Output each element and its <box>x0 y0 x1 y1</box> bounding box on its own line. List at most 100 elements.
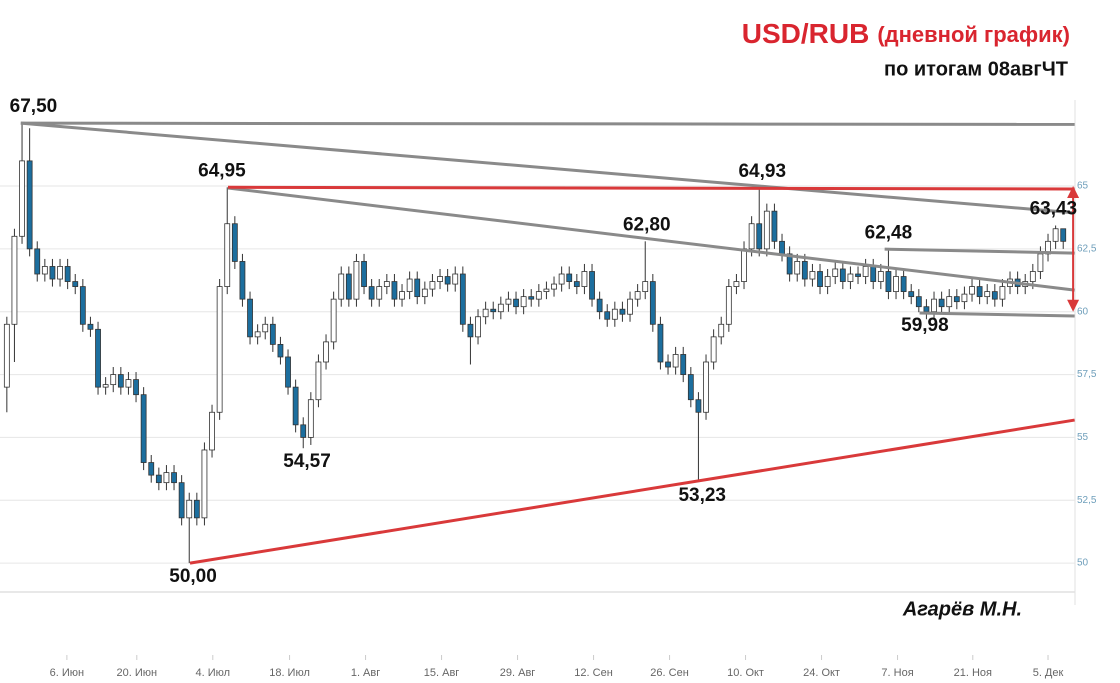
annotation: 54,57 <box>283 451 331 472</box>
candle-body <box>505 298 512 305</box>
author: Агарёв М.Н. <box>902 598 1022 620</box>
candle-body <box>323 341 329 363</box>
candle-body <box>801 261 808 280</box>
title-note: (дневной график) <box>877 22 1070 47</box>
y-tick-label: 62,5 <box>1077 244 1097 255</box>
candle-body <box>201 449 208 519</box>
candle-body <box>938 298 945 308</box>
candle-body <box>186 499 193 519</box>
candle-body <box>657 323 664 363</box>
candle-body <box>513 298 519 308</box>
candle-body <box>155 474 162 484</box>
x-tick-label: 10. Окт <box>727 667 764 679</box>
candle-body <box>444 276 451 285</box>
x-tick-label: 18. Июл <box>269 667 310 679</box>
annotation: 67,50 <box>10 96 58 117</box>
candle-body <box>254 331 261 338</box>
candle-body <box>786 253 793 275</box>
x-tick-label: 26. Сен <box>650 667 688 679</box>
candle-body <box>1052 228 1059 242</box>
candle-body <box>976 286 983 298</box>
candle-body <box>3 323 10 388</box>
candle-body <box>490 308 497 313</box>
candle-body <box>437 276 443 282</box>
candle-body <box>475 316 481 338</box>
candle-body <box>1037 253 1044 272</box>
candle-body <box>839 268 846 282</box>
candle-body <box>741 248 747 282</box>
candle-body <box>315 361 322 401</box>
annotation: 59,98 <box>901 315 949 336</box>
candle-body <box>733 281 740 287</box>
candle-body <box>543 288 550 293</box>
candle-body <box>79 286 86 325</box>
candle-body <box>908 291 915 298</box>
candle-body <box>710 336 717 363</box>
candle-body <box>497 303 504 313</box>
annotation: 64,95 <box>198 160 246 181</box>
candle-body <box>923 306 930 313</box>
candle-body <box>847 273 854 282</box>
candle-body <box>171 472 177 484</box>
y-tick-label: 55 <box>1077 432 1089 443</box>
candle-body <box>292 386 299 426</box>
candle-body <box>520 296 527 308</box>
candle-body <box>748 223 755 250</box>
x-tick-label: 24. Окт <box>803 667 840 679</box>
candle-body <box>885 271 892 293</box>
candle-body <box>596 298 603 313</box>
candle-body <box>551 283 557 290</box>
candle-body <box>695 399 702 413</box>
candle-body <box>649 281 656 325</box>
candle-body <box>277 343 284 358</box>
trendline <box>919 311 1075 318</box>
candle-body <box>794 261 801 275</box>
candle-body <box>604 311 611 320</box>
candle-body <box>64 266 71 282</box>
y-tick-label: 50 <box>1077 558 1089 569</box>
x-tick-label: 15. Авг <box>424 667 460 679</box>
candle-body <box>870 266 877 282</box>
candle-body <box>421 288 428 298</box>
candle-body <box>855 273 861 277</box>
candle-body <box>49 266 56 280</box>
candle-body <box>224 223 231 287</box>
candle-body <box>809 271 816 280</box>
candle-body <box>391 281 398 300</box>
candle-body <box>999 286 1006 300</box>
candle-body <box>672 354 679 368</box>
candle-body <box>285 356 291 388</box>
candle-body <box>832 268 839 277</box>
subtitle: по итогам 08авгЧТ <box>884 58 1068 80</box>
candle-body <box>399 291 405 300</box>
candle-body <box>34 248 41 275</box>
candle-body <box>140 394 147 463</box>
candle-body <box>216 286 223 413</box>
x-tick-label: 12. Сен <box>574 667 612 679</box>
candle-body <box>231 223 238 262</box>
candle-body <box>72 281 79 287</box>
trendline <box>227 186 1075 292</box>
candle-body <box>915 296 922 308</box>
candle-body <box>558 273 565 285</box>
candle-body <box>589 271 595 300</box>
candle-body <box>718 323 725 338</box>
annotation: 64,93 <box>738 161 786 182</box>
candle-body <box>163 472 170 484</box>
annotation: 53,23 <box>678 485 726 506</box>
candle-body <box>148 462 155 476</box>
y-tick-label: 52,5 <box>1077 495 1097 506</box>
candle-body <box>824 276 831 287</box>
candle-body <box>178 482 185 519</box>
candle-body <box>57 266 63 280</box>
candle-body <box>817 271 823 287</box>
trendline <box>884 247 1075 255</box>
candle-body <box>900 276 907 293</box>
candle-body <box>452 273 459 285</box>
candle-body <box>338 273 345 300</box>
candle-body <box>619 308 626 315</box>
candle-body <box>110 374 117 386</box>
x-tick-label: 29. Авг <box>500 667 536 679</box>
candle-body <box>368 286 375 300</box>
